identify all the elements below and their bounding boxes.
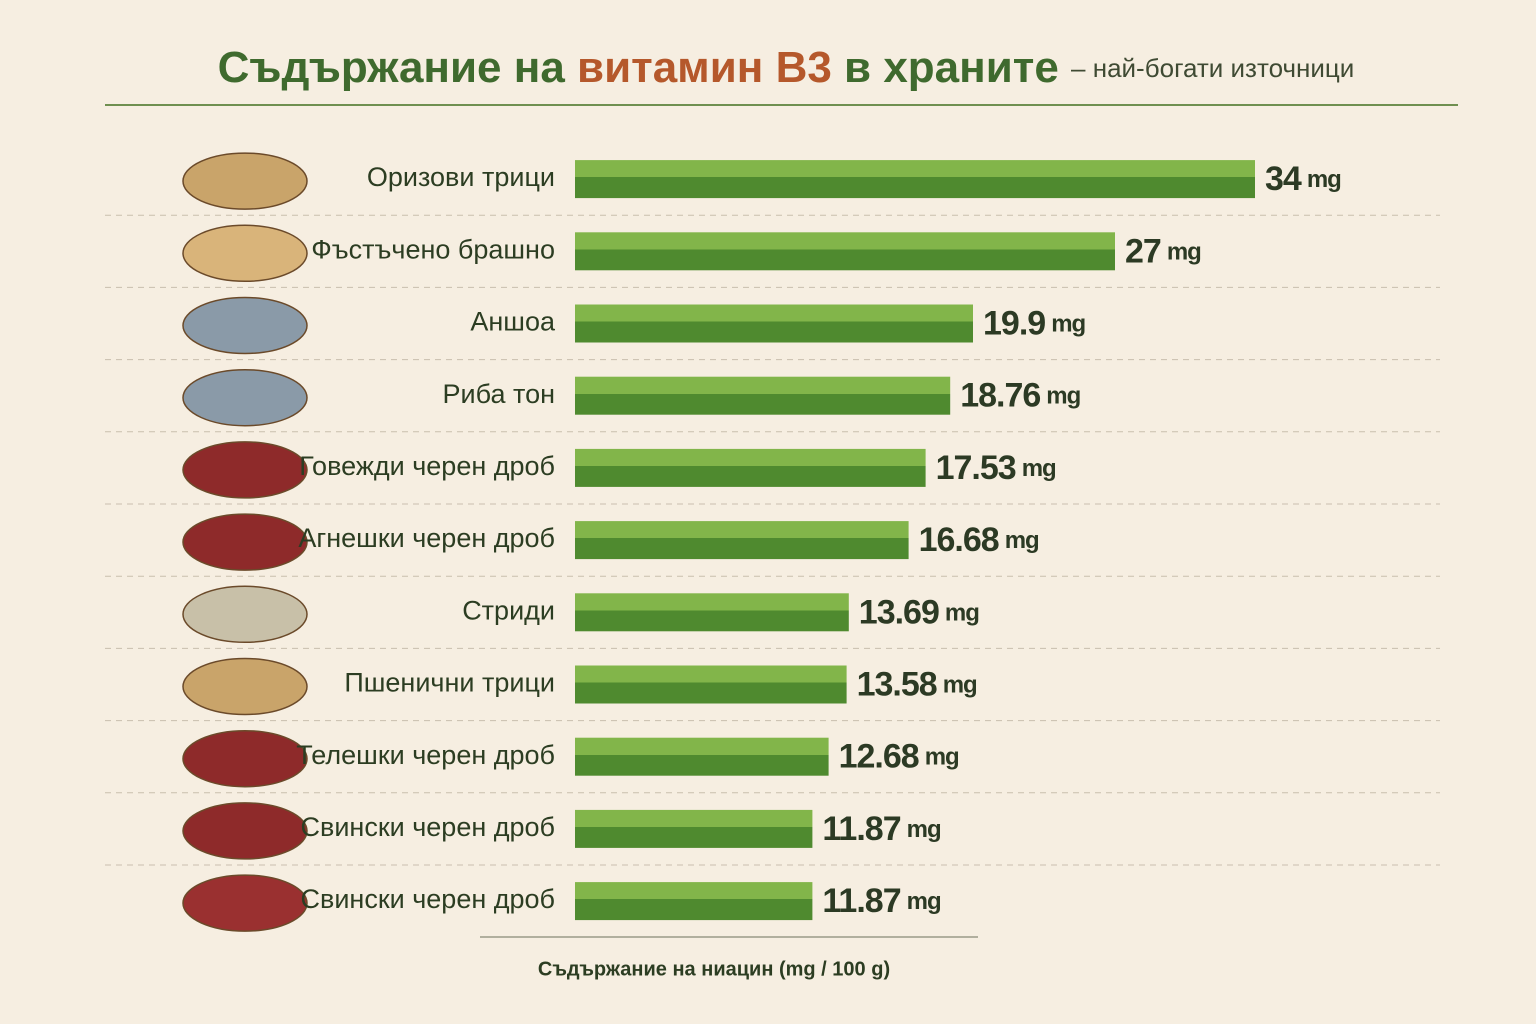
- value-label: 17.53 mg: [936, 449, 1056, 487]
- food-icon: [182, 802, 308, 860]
- value-unit: mg: [907, 888, 941, 915]
- food-icon: [182, 368, 308, 427]
- food-icon: [182, 513, 308, 571]
- bar: [575, 376, 951, 415]
- value-label: 34 mg: [1265, 160, 1341, 198]
- bar: [575, 160, 1255, 199]
- value-unit: mg: [943, 672, 977, 699]
- bar: [575, 737, 829, 776]
- value-number: 11.87: [822, 810, 900, 848]
- value-number: 34: [1265, 160, 1302, 198]
- category-label: Стриди: [462, 595, 555, 625]
- bar: [575, 665, 847, 704]
- category-label: Свински черен дроб: [300, 812, 555, 842]
- category-label: Пшенични трици: [344, 668, 555, 698]
- food-icon: [182, 152, 308, 210]
- value-label: 13.69 mg: [859, 593, 979, 631]
- title-part: витамин B3: [577, 43, 832, 92]
- value-unit: mg: [1167, 239, 1201, 266]
- bar: [575, 304, 973, 343]
- food-icon: [182, 224, 308, 283]
- value-number: 27: [1125, 232, 1161, 270]
- category-label: Телешки черен дроб: [296, 740, 555, 770]
- value-number: 18.76: [960, 377, 1040, 415]
- value-number: 17.53: [936, 449, 1016, 487]
- bar: [575, 882, 813, 921]
- value-label: 19.9 mg: [983, 304, 1086, 342]
- value-number: 12.68: [839, 738, 919, 776]
- x-axis-label: Съдържание на ниацин (mg / 100 g): [538, 958, 890, 980]
- bar: [575, 521, 909, 560]
- food-icon: [182, 296, 308, 355]
- category-label: Агнешки черен дроб: [298, 523, 555, 553]
- food-icon: [182, 874, 308, 932]
- value-unit: mg: [1307, 166, 1341, 193]
- value-number: 16.68: [919, 521, 999, 559]
- category-label: Оризови трици: [367, 162, 555, 192]
- title-part: Съдържание на: [218, 43, 566, 92]
- food-icon: [182, 585, 308, 644]
- bar: [575, 593, 849, 632]
- value-number: 13.58: [857, 665, 937, 703]
- value-label: 27 mg: [1125, 232, 1201, 270]
- value-unit: mg: [1005, 527, 1039, 554]
- subtitle: – най-богати източници: [1071, 53, 1354, 83]
- value-label: 13.58 mg: [857, 665, 977, 703]
- value-unit: mg: [1051, 311, 1085, 338]
- value-label: 11.87 mg: [822, 882, 941, 920]
- food-icon: [182, 729, 308, 788]
- title-part: в храните: [844, 43, 1059, 92]
- value-number: 19.9: [983, 304, 1045, 342]
- value-unit: mg: [1022, 455, 1056, 482]
- chart-title: Съдържание на витамин B3 в храните – най…: [218, 43, 1355, 92]
- bar: [575, 809, 813, 848]
- value-label: 16.68 mg: [919, 521, 1039, 559]
- value-unit: mg: [907, 816, 941, 843]
- category-label: Аншоа: [470, 307, 556, 337]
- bar: [575, 232, 1115, 271]
- value-label: 12.68 mg: [839, 738, 959, 776]
- value-unit: mg: [945, 600, 979, 627]
- value-number: 11.87: [822, 882, 900, 920]
- category-label: Риба тон: [443, 379, 555, 409]
- value-label: 18.76 mg: [960, 377, 1080, 415]
- food-icon: [182, 441, 308, 499]
- value-label: 11.87 mg: [822, 810, 941, 848]
- bar: [575, 448, 926, 487]
- category-label: Фъстъчено брашно: [311, 234, 555, 264]
- value-number: 13.69: [859, 593, 939, 631]
- category-label: Свински черен дроб: [300, 884, 555, 914]
- food-icon: [182, 657, 308, 716]
- value-unit: mg: [1046, 383, 1080, 410]
- category-label: Говежди черен дроб: [299, 451, 555, 481]
- value-unit: mg: [925, 744, 959, 771]
